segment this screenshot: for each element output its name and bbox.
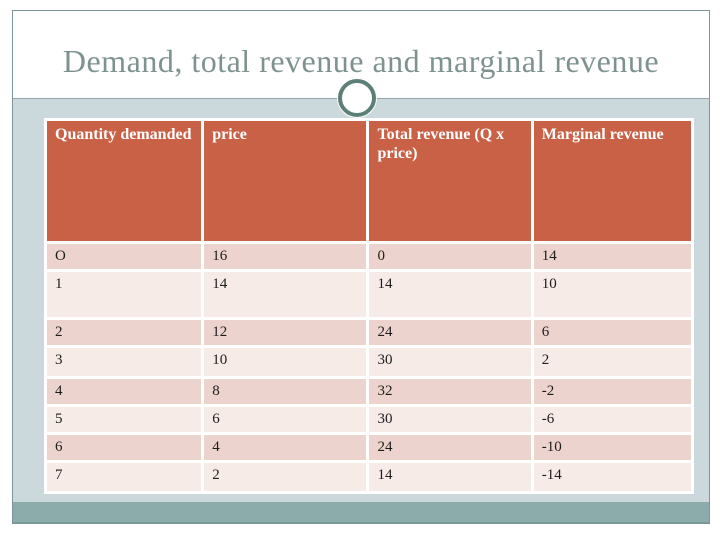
table-header-cell: Quantity demanded [47,121,202,241]
table-header-cell: Total revenue (Q x price) [369,121,531,241]
table-cell: 4 [204,435,367,460]
slide-content-panel: Quantity demanded price Total revenue (Q x… [13,99,709,502]
table-cell: 24 [369,435,531,460]
table-cell: 14 [369,272,531,317]
table-cell: 4 [47,379,202,404]
table-header-cell: Marginal revenue [533,121,691,241]
table-cell: 2 [47,320,202,345]
table-cell: O [47,244,202,269]
table-cell: 10 [533,272,691,317]
table-row: 1 14 14 10 [47,272,691,317]
table-cell: 7 [47,463,202,491]
table-cell: 0 [369,244,531,269]
revenue-table-body: O 16 0 14 1 14 14 10 2 12 24 6 3 10 30 2 4 8 32 -2 5 6 30 -6 6 4 2… [47,244,691,491]
table-cell: 6 [204,407,367,432]
table-cell: 30 [369,348,531,376]
presentation-slide: Demand, total revenue and marginal reven… [12,10,710,524]
slide-title: Demand, total revenue and marginal reven… [62,43,660,79]
table-cell: 10 [204,348,367,376]
table-cell: 8 [204,379,367,404]
table-row: 2 12 24 6 [47,320,691,345]
table-cell: 30 [369,407,531,432]
table-cell: 3 [47,348,202,376]
table-cell: 6 [533,320,691,345]
ring-ornament-icon [338,79,376,117]
slide-footer-band [13,502,709,523]
table-cell: 14 [533,244,691,269]
table-cell: 14 [369,463,531,491]
table-cell: 2 [533,348,691,376]
table-cell: -14 [533,463,691,491]
table-header-cell: price [204,121,367,241]
table-cell: 1 [47,272,202,317]
table-cell: 6 [47,435,202,460]
table-row: 3 10 30 2 [47,348,691,376]
table-cell: 24 [369,320,531,345]
table-cell: -10 [533,435,691,460]
table-header-row: Quantity demanded price Total revenue (Q x… [47,121,691,241]
revenue-table-header: Quantity demanded price Total revenue (Q x… [47,121,691,241]
table-cell: 5 [47,407,202,432]
table-cell: 2 [204,463,367,491]
table-row: O 16 0 14 [47,244,691,269]
table-cell: 12 [204,320,367,345]
table-cell: 16 [204,244,367,269]
table-row: 6 4 24 -10 [47,435,691,460]
revenue-table: Quantity demanded price Total revenue (Q x… [44,118,694,494]
table-cell: -6 [533,407,691,432]
table-row: 5 6 30 -6 [47,407,691,432]
table-row: 4 8 32 -2 [47,379,691,404]
table-cell: 14 [204,272,367,317]
table-row: 7 2 14 -14 [47,463,691,491]
table-cell: -2 [533,379,691,404]
table-cell: 32 [369,379,531,404]
